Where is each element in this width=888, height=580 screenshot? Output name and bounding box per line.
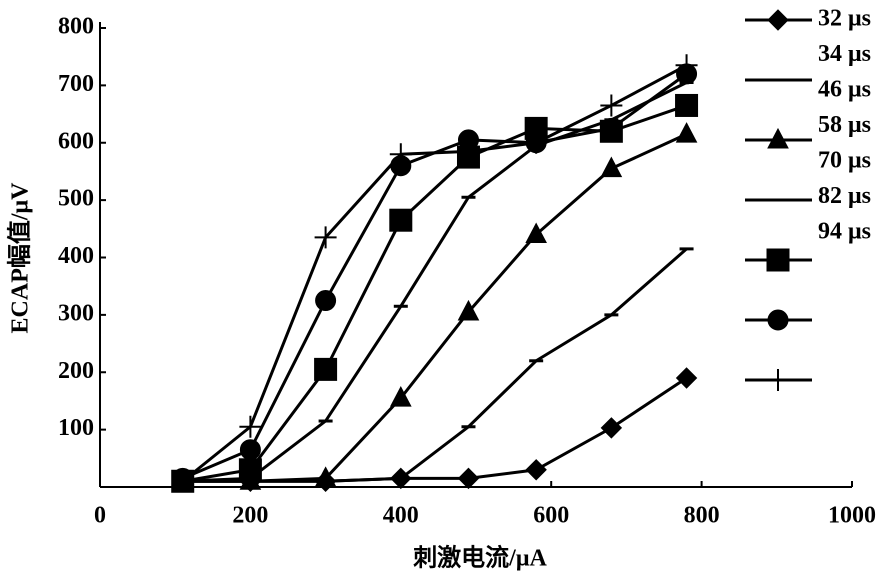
x-tick-label: 1000 <box>828 503 876 529</box>
marker <box>389 385 412 407</box>
y-tick-label: 500 <box>58 186 94 212</box>
series-line <box>181 63 688 483</box>
marker <box>600 94 623 117</box>
y-tick-label: 800 <box>58 14 94 40</box>
legend-marker <box>767 9 789 31</box>
marker <box>525 222 547 244</box>
marker <box>239 415 262 438</box>
legend-label: 32 μs <box>818 6 871 32</box>
legend-marker <box>767 369 789 391</box>
x-tick-label: 800 <box>684 503 720 529</box>
legend-label: 94 μs <box>818 219 871 245</box>
marker <box>389 143 412 166</box>
marker <box>525 131 548 154</box>
legend-label: 82 μs <box>818 183 871 209</box>
y-axis-title: ECAP幅值/μV <box>6 182 34 334</box>
legend-marker <box>767 127 789 149</box>
marker <box>171 470 194 493</box>
marker <box>239 439 261 461</box>
x-tick-label: 400 <box>383 503 419 529</box>
legend-label: 58 μs <box>818 112 871 138</box>
legend-label: 34 μs <box>818 41 871 67</box>
marker <box>457 299 480 321</box>
x-axis-title: 刺激电流/μA <box>413 544 547 572</box>
x-tick-label: 200 <box>232 503 268 529</box>
marker <box>315 290 337 312</box>
marker <box>457 467 480 490</box>
series-line <box>182 132 688 483</box>
marker <box>675 93 699 117</box>
legend-marker <box>766 248 790 272</box>
marker <box>389 208 413 232</box>
marker <box>314 226 337 249</box>
marker <box>314 357 338 381</box>
x-tick-label: 0 <box>94 503 106 529</box>
legend-marker <box>767 309 789 331</box>
legend-label: 46 μs <box>818 77 871 103</box>
marker <box>238 458 262 482</box>
y-tick-label: 200 <box>58 358 94 384</box>
marker <box>675 367 698 389</box>
marker <box>600 156 623 178</box>
y-tick-label: 100 <box>58 415 94 441</box>
marker <box>457 140 480 163</box>
marker <box>314 466 337 487</box>
y-tick-label: 700 <box>58 71 94 97</box>
legend-label: 70 μs <box>818 148 871 174</box>
x-tick-label: 600 <box>533 503 569 529</box>
marker <box>675 122 698 143</box>
marker <box>600 417 623 439</box>
y-tick-label: 300 <box>58 300 94 326</box>
y-tick-label: 600 <box>58 128 94 154</box>
marker <box>675 54 698 77</box>
y-tick-label: 400 <box>58 243 94 269</box>
marker <box>600 117 622 139</box>
marker <box>525 459 547 481</box>
series-line <box>182 81 688 483</box>
